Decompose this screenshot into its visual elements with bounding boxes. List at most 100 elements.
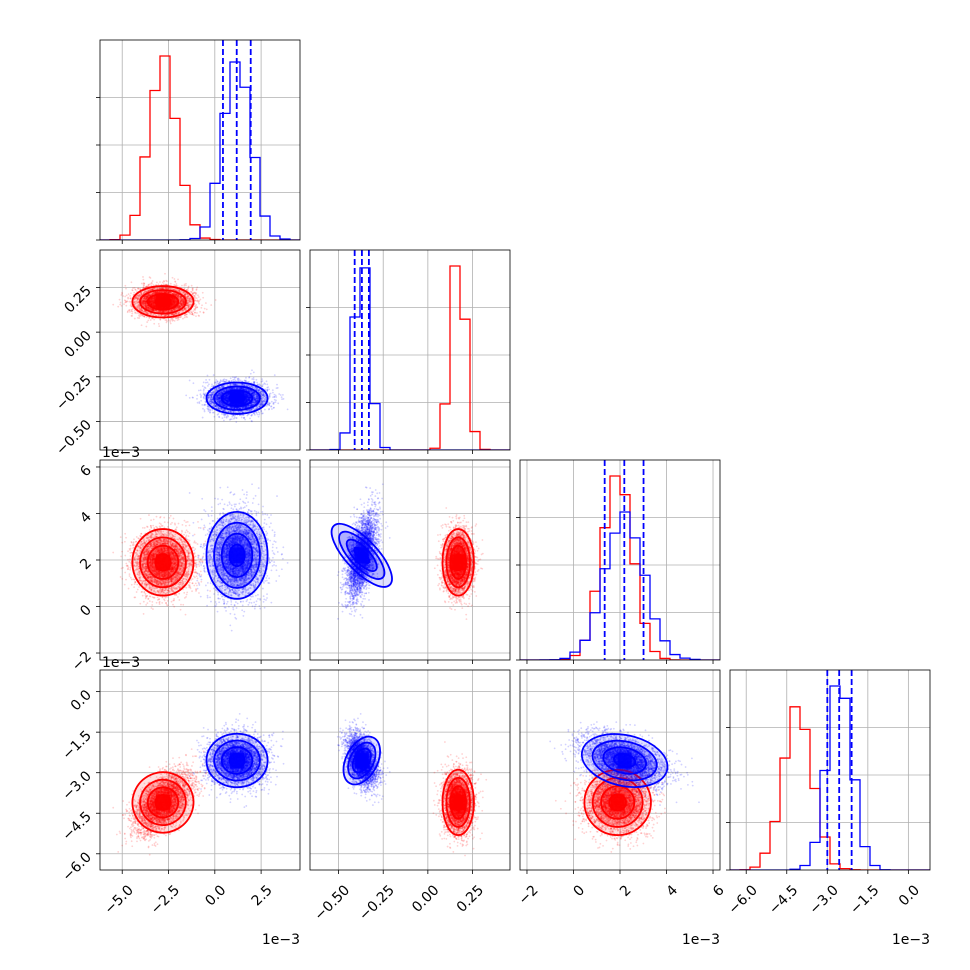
scatter-point [189, 313, 191, 315]
scatter-point [198, 296, 200, 298]
scatter-point [170, 319, 172, 321]
scatter-point [193, 382, 195, 384]
scatter-point [172, 277, 174, 279]
scatter-point [203, 312, 205, 314]
scatter-point [185, 285, 187, 287]
scatter-point [134, 287, 136, 289]
scatter-point [130, 310, 132, 312]
scatter-point [166, 320, 168, 322]
scatter-point [153, 323, 155, 325]
scatter-point [142, 276, 144, 278]
scatter-point [159, 281, 161, 283]
scatter-point [146, 321, 148, 323]
scatter-point [191, 314, 193, 316]
panel-content [100, 40, 300, 240]
scatter-point [192, 293, 194, 295]
scatter-point [180, 316, 182, 318]
scatter-point [130, 297, 132, 299]
scatter-point [151, 283, 153, 285]
scatter-point [202, 292, 204, 294]
scatter-point [181, 285, 183, 287]
scatter-point [124, 299, 126, 301]
scatter-point [132, 287, 134, 289]
scatter-point [128, 293, 130, 295]
scatter-point [197, 294, 199, 296]
scatter-point [192, 310, 194, 312]
scatter-point [125, 288, 127, 290]
scatter-point [192, 290, 194, 292]
histogram-panel [100, 40, 300, 244]
scatter-point [134, 288, 136, 290]
scatter-point [134, 318, 136, 320]
scatter-point [119, 304, 121, 306]
scatter-point [256, 382, 258, 384]
scatter-point [215, 379, 217, 381]
scatter-point [129, 301, 131, 303]
scatter-point [130, 303, 132, 305]
scatter-point [152, 280, 154, 282]
scatter-point [120, 302, 122, 304]
scatter-point [142, 279, 144, 281]
scatter-point [170, 323, 172, 325]
scatter-point [194, 312, 196, 314]
panel-content [100, 250, 300, 450]
scatter-point [131, 313, 133, 315]
scatter-point [190, 291, 192, 293]
histogram-series [100, 56, 300, 240]
scatter-point [196, 297, 198, 299]
scatter-point [172, 320, 174, 322]
scatter-point [150, 319, 152, 321]
scatter-point [143, 315, 145, 317]
scatter-point [202, 297, 204, 299]
scatter-point [129, 295, 131, 297]
scatter-point [158, 283, 160, 285]
scatter-point [177, 278, 179, 280]
scatter-point [182, 318, 184, 320]
scatter-point [201, 304, 203, 306]
scatter-point [218, 416, 220, 418]
scatter-point [278, 393, 280, 395]
scatter-point [249, 417, 251, 419]
scatter-point [141, 324, 143, 326]
scatter-point [195, 305, 197, 307]
scatter-point [187, 288, 189, 290]
scatter-point [139, 316, 141, 318]
scatter-point [158, 325, 160, 327]
scatter-point [153, 284, 155, 286]
scatter-point [245, 377, 247, 379]
scatter-point [126, 294, 128, 296]
scatter-point [206, 309, 208, 311]
scatter-point [177, 285, 179, 287]
scatter-point [149, 276, 151, 278]
scatter-point [147, 319, 149, 321]
scatter-point [148, 284, 150, 286]
scatter-point [195, 315, 197, 317]
scatter-point [209, 379, 211, 381]
scatter-point [153, 319, 155, 321]
scatter-point [117, 306, 119, 308]
scatter-point [160, 319, 162, 321]
scatter-point [282, 394, 284, 396]
scatter-point [198, 303, 200, 305]
scatter-point [199, 299, 201, 301]
scatter-point [199, 311, 201, 313]
scatter-point [163, 281, 165, 283]
scatter-point [170, 318, 172, 320]
scatter-point [120, 294, 122, 296]
scatter-point [264, 409, 266, 411]
scatter-point [133, 292, 135, 294]
scatter-point [169, 321, 171, 323]
scatter-point [174, 320, 176, 322]
scatter-point [129, 311, 131, 313]
scatter-point [119, 299, 121, 301]
scatter-point [268, 389, 270, 391]
scatter-point [124, 285, 126, 287]
scatter-point [195, 300, 197, 302]
scatter-point [131, 289, 133, 291]
scatter-point [200, 307, 202, 309]
scatter-point [127, 310, 129, 312]
scatter-point [170, 283, 172, 285]
scatter-point [123, 303, 125, 305]
scatter-point [121, 305, 123, 307]
scatter-point [210, 304, 212, 306]
